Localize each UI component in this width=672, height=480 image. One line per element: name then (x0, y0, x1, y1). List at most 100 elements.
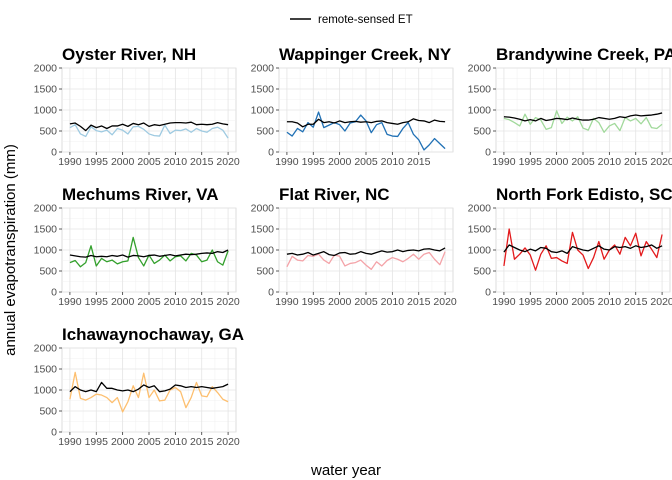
panel-title: North Fork Edisto, SC (496, 185, 672, 204)
y-tick-label: 0 (51, 427, 57, 439)
x-tick-label: 2005 (354, 156, 378, 168)
panel-title: Flat River, NC (279, 185, 390, 204)
y-tick-label: 2000 (468, 203, 492, 215)
x-tick-label: 1990 (58, 296, 82, 308)
panel-title: Wappinger Creek, NY (279, 45, 452, 64)
observed-series-line (286, 111, 446, 151)
y-tick-label: 500 (39, 406, 57, 418)
x-tick-label: 1995 (85, 156, 109, 168)
y-tick-label: 2000 (34, 203, 58, 215)
y-tick-label: 2000 (468, 63, 492, 75)
x-tick-label: 2020 (216, 156, 240, 168)
x-tick-label: 2005 (137, 436, 161, 448)
y-tick-label: 1000 (468, 245, 492, 257)
x-tick-label: 2010 (598, 156, 622, 168)
panel-title: Ichawaynochaway, GA (62, 325, 244, 344)
y-tick-label: 500 (473, 266, 491, 278)
x-tick-label: 2020 (216, 296, 240, 308)
x-tick-label: 2015 (190, 156, 214, 168)
x-tick-label: 2010 (381, 296, 405, 308)
x-tick-label: 1995 (85, 436, 109, 448)
panel-title: Brandywine Creek, PA (496, 45, 672, 64)
x-tick-label: 2015 (190, 436, 214, 448)
observed-series-line (503, 110, 663, 133)
y-tick-label: 1500 (34, 84, 58, 96)
y-tick-label: 1000 (251, 105, 275, 117)
y-tick-label: 500 (39, 266, 57, 278)
y-tick-label: 0 (485, 287, 491, 299)
y-tick-label: 1500 (34, 224, 58, 236)
x-tick-label: 1990 (492, 296, 516, 308)
observed-series-line (286, 251, 446, 270)
x-tick-label: 2020 (650, 296, 672, 308)
y-tick-label: 0 (51, 147, 57, 159)
remote-sensed-et-line (69, 249, 229, 258)
x-tick-label: 1990 (58, 156, 82, 168)
remote-sensed-et-line (503, 112, 663, 122)
x-tick-label: 2010 (381, 156, 405, 168)
observed-series-line (69, 371, 229, 413)
x-tick-label: 2010 (164, 436, 188, 448)
y-tick-label: 2000 (251, 203, 275, 215)
y-tick-label: 1500 (468, 224, 492, 236)
y-tick-label: 0 (268, 287, 274, 299)
observed-series-line (503, 228, 663, 271)
x-tick-label: 1990 (275, 156, 299, 168)
x-tick-label: 2005 (137, 296, 161, 308)
panel-title: Mechums River, VA (62, 185, 219, 204)
x-tick-label: 1995 (302, 296, 326, 308)
x-tick-label: 1995 (85, 296, 109, 308)
y-tick-label: 1000 (34, 105, 58, 117)
y-tick-label: 1500 (251, 224, 275, 236)
x-tick-label: 2015 (624, 296, 648, 308)
y-tick-label: 1500 (34, 364, 58, 376)
x-tick-label: 2020 (650, 156, 672, 168)
x-tick-label: 2005 (571, 296, 595, 308)
y-tick-label: 1000 (251, 245, 275, 257)
y-tick-label: 2000 (34, 63, 58, 75)
y-tick-label: 0 (51, 287, 57, 299)
x-tick-label: 2015 (407, 296, 431, 308)
legend-label: remote-sensed ET (318, 14, 413, 26)
y-tick-label: 1000 (34, 245, 58, 257)
x-tick-label: 1995 (302, 156, 326, 168)
remote-sensed-et-line (286, 247, 446, 257)
x-tick-label: 2020 (433, 296, 457, 308)
x-axis-title: water year (310, 462, 381, 479)
x-tick-label: 2000 (545, 156, 569, 168)
x-tick-label: 2005 (137, 156, 161, 168)
y-axis-title: annual evapotranspiration (mm) (2, 144, 19, 356)
x-tick-label: 2000 (111, 296, 135, 308)
x-tick-label: 1995 (519, 296, 543, 308)
y-tick-label: 1000 (34, 385, 58, 397)
x-tick-label: 1995 (519, 156, 543, 168)
x-tick-label: 2000 (328, 296, 352, 308)
x-tick-label: 2000 (111, 436, 135, 448)
x-tick-label: 2015 (624, 156, 648, 168)
y-tick-label: 500 (473, 126, 491, 138)
x-tick-label: 1990 (492, 156, 516, 168)
x-tick-label: 2000 (111, 156, 135, 168)
y-tick-label: 0 (268, 147, 274, 159)
x-tick-label: 1990 (58, 436, 82, 448)
y-tick-label: 1500 (468, 84, 492, 96)
observed-series-line (69, 124, 229, 139)
y-tick-label: 1000 (468, 105, 492, 117)
y-tick-label: 500 (256, 266, 274, 278)
x-tick-label: 2020 (216, 436, 240, 448)
remote-sensed-et-line (69, 381, 229, 393)
y-tick-label: 2000 (251, 63, 275, 75)
x-tick-label: 2015 (190, 296, 214, 308)
legend: remote-sensed ET (290, 14, 413, 26)
x-tick-label: 2010 (164, 156, 188, 168)
remote-sensed-et-line (286, 118, 446, 128)
x-tick-label: 2005 (571, 156, 595, 168)
